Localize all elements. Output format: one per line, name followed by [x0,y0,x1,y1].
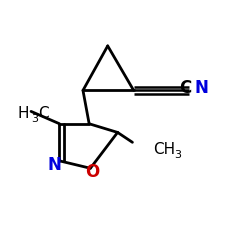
Text: CH: CH [154,142,176,157]
Text: C: C [180,79,192,97]
Text: N: N [48,156,62,174]
Text: O: O [85,164,100,182]
Text: N: N [194,79,208,97]
Text: C: C [38,106,49,122]
Text: 3: 3 [31,114,38,124]
Text: H: H [18,106,29,122]
Text: 3: 3 [174,150,181,160]
